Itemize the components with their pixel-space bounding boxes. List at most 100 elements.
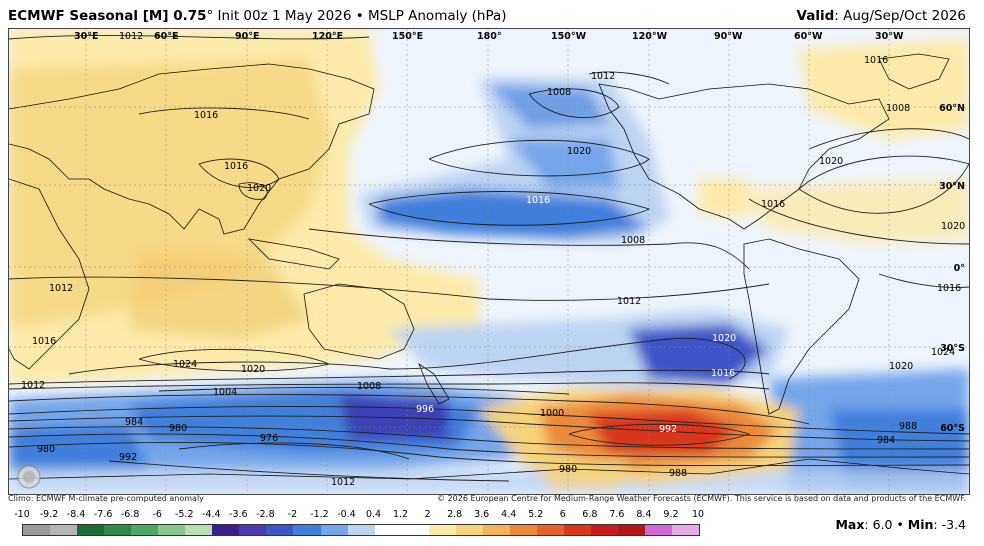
isobar-1016-asia — [138, 107, 310, 120]
longitude-label: 120°W — [632, 31, 668, 42]
colorbar-tick-label: -7.6 — [93, 509, 113, 520]
weatherbell-logo — [17, 465, 41, 489]
colorbar-tick-label: 3.6 — [474, 509, 490, 520]
header: ECMWF Seasonal [M] 0.75° Init 00z 1 May … — [0, 0, 984, 28]
isobar-980 — [9, 441, 969, 467]
colorbar-segment — [455, 525, 483, 535]
isobar-1012-alaska — [588, 71, 670, 85]
isobar-1020-pacific — [428, 139, 650, 177]
isobar-label: 1016 — [711, 368, 735, 379]
isobar-1012-south — [9, 382, 770, 390]
max-label: Max — [835, 517, 865, 532]
isobar-1012-equatorial — [9, 276, 770, 301]
climo-note: Climo: ECMWF M-climate pre-computed anom… — [8, 494, 204, 503]
colorbar-segment — [672, 525, 700, 535]
new-zealand-coast — [418, 362, 450, 405]
colorbar-segment — [536, 525, 564, 535]
positive-anomaly-indian-ocean — [129, 249, 309, 339]
isobar-label: 1024 — [931, 347, 955, 358]
colorbar-tick-label: 0.4 — [365, 509, 382, 520]
positive-anomaly-north-atlantic — [799, 39, 969, 139]
isobar-1016-east — [878, 273, 969, 288]
title-model: ECMWF Seasonal [M] 0.75 — [8, 8, 207, 24]
colorbar-segment — [77, 525, 105, 535]
eurasia-coast — [9, 63, 375, 235]
colorbar-tick-label: -8.4 — [66, 509, 86, 520]
isobar-labels: 1012 1016 1016 1020 1008 1012 1020 1016 … — [21, 31, 965, 488]
colorbar-tick-label: -4.4 — [201, 509, 221, 520]
positive-anomaly-subtropical-atlantic — [729, 179, 969, 244]
colorbar-tick-label: 6.8 — [582, 509, 598, 520]
colorbar-ticks: -10 -9.2 -8.4 -7.6 -6.8 -6 -5.2 -4.4 -3.6 -2.8 -2 -… — [14, 509, 714, 521]
isobar-1008-tropics — [308, 228, 750, 270]
colorbar-segment — [347, 525, 375, 535]
longitude-label: 180° — [477, 31, 502, 42]
colorbar-segment — [428, 525, 456, 535]
max-value: : 6.0 — [864, 517, 893, 532]
coastlines — [9, 53, 969, 480]
colorbar-tick-label: -6.8 — [120, 509, 140, 520]
south-america-coast — [743, 238, 860, 415]
colorbar-tick-label: 4.4 — [501, 509, 517, 520]
isobar-label: 988 — [899, 421, 917, 432]
isobar-988 — [9, 426, 969, 450]
colorbar-segment — [401, 525, 429, 535]
isobar-label: 1020 — [247, 183, 271, 194]
colorbar-tick-label: -2 — [287, 509, 298, 520]
map-panel: 1012 1016 1016 1020 1008 1012 1020 1016 … — [8, 28, 970, 495]
colorbar-segment — [320, 525, 348, 535]
positive-anomaly-north-america — [699, 179, 749, 219]
colorbar-segment — [645, 525, 673, 535]
colorbar-segment — [482, 525, 510, 535]
isobar-label: 1016 — [761, 199, 785, 210]
colorbar-segment — [185, 525, 213, 535]
isobar-992-antarctic — [108, 460, 510, 482]
isobar-1008-south — [158, 387, 570, 395]
isobar-996 — [9, 415, 969, 442]
title-details: ° Init 00z 1 May 2026 • MSLP Anomaly (hP… — [206, 8, 507, 24]
latitude-label: 30°N — [939, 181, 965, 192]
isobar-label: 1020 — [941, 221, 965, 232]
north-america-coast — [598, 83, 890, 230]
negative-anomaly-southeast-pacific — [629, 324, 769, 384]
colorbar-tick-label: 6 — [559, 509, 566, 520]
isobar-1020-tibet — [238, 182, 268, 200]
isobar-1008-atlantic — [808, 128, 969, 150]
colorbar-tick-label: -5.2 — [174, 509, 194, 520]
colorbar-segment — [131, 525, 159, 535]
colorbar-segment — [590, 525, 619, 535]
isobar-label: 996 — [416, 404, 434, 415]
valid-value: : Aug/Sep/Oct 2026 — [834, 8, 966, 24]
isobar-label: 984 — [125, 417, 143, 428]
isobar-label: 1008 — [621, 235, 645, 246]
longitude-labels: 30°E 60°E 90°E 120°E 150°E 180° 150°W 12… — [74, 31, 904, 42]
colorbar-tick-label: 7.6 — [609, 509, 625, 520]
negative-anomaly-northeast-pacific — [509, 139, 619, 189]
colorbar-segment — [266, 525, 294, 535]
isobar-1004 — [9, 394, 810, 425]
isobar-label: 1004 — [213, 387, 237, 398]
colorbar-segment — [104, 525, 132, 535]
colorbar-tick-label: 2.8 — [447, 509, 463, 520]
longitude-label: 120°E — [312, 31, 343, 42]
isobar-label: 1008 — [886, 103, 910, 114]
colorbar-tick-label: -10 — [14, 509, 30, 520]
isobar-label: 1024 — [173, 359, 197, 370]
isobar-1016-pacific — [368, 191, 651, 226]
isobar-976 — [178, 442, 410, 460]
isobar-label: 1008 — [547, 87, 571, 98]
colorbar-tick-label: -3.6 — [229, 509, 248, 520]
isobars — [9, 35, 969, 482]
isobar-label: 1012 — [49, 283, 73, 294]
isobar-label: 980 — [169, 423, 187, 434]
colorbar-segment — [212, 525, 240, 535]
isobar-label: 1016 — [224, 161, 248, 172]
negative-anomaly-southern-ocean-deep — [339, 394, 449, 439]
isobar-label: 984 — [877, 435, 895, 446]
isobar-label: 988 — [669, 468, 687, 479]
isobar-label: 1000 — [540, 408, 564, 419]
isobar-1020-atlantic — [798, 155, 969, 214]
colorbar-segment — [239, 525, 267, 535]
colorbar-segment — [158, 525, 186, 535]
colorbar-segment — [509, 525, 537, 535]
